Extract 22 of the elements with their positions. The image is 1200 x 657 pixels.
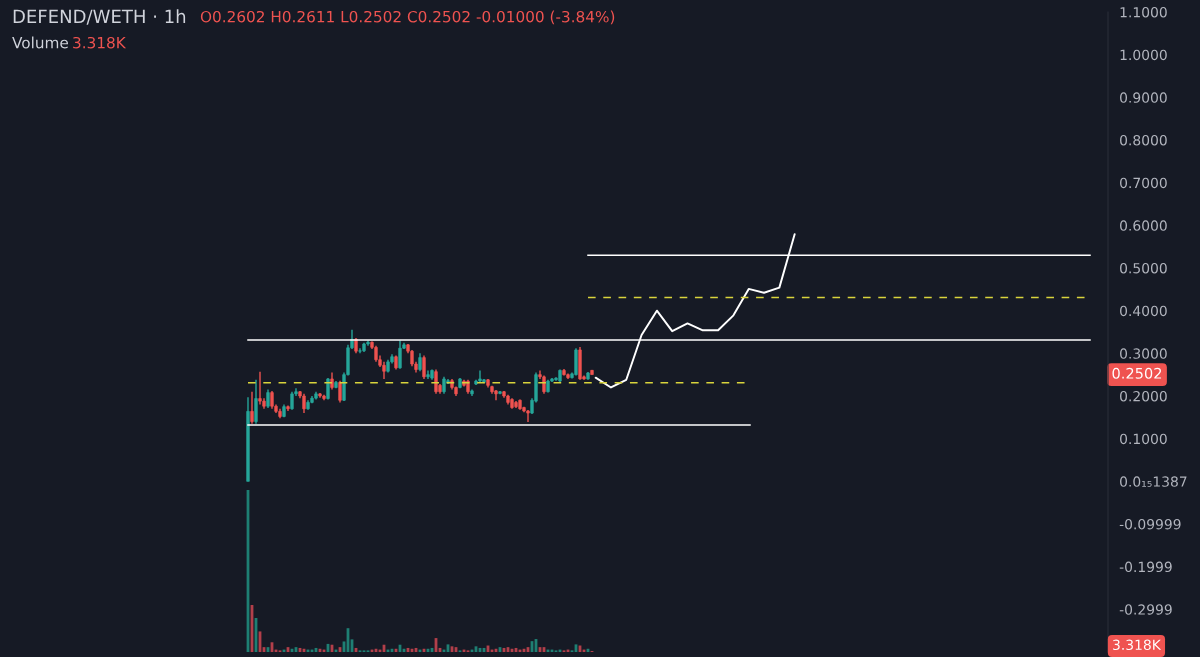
y-tick-label: -0.2999 xyxy=(1119,604,1172,615)
y-tick-label: 0.2000 xyxy=(1120,390,1167,402)
annotation: O0.2602 H0.2611 L0.2502 C0.2502 -0.01000 (-3.84%) xyxy=(200,10,615,25)
y-tick-label: 0.0₁₅1387 xyxy=(1120,476,1187,487)
text: DEFEND/WETH · 1h xyxy=(13,9,186,25)
text: 0.2502 xyxy=(1112,367,1162,379)
y-tick-label: 0.8000 xyxy=(1120,134,1167,146)
y-tick-label: 0.3000 xyxy=(1120,348,1167,359)
y-tick-label: 0.6000 xyxy=(1120,220,1167,231)
y-tick-label: 0.1000 xyxy=(1120,433,1167,445)
y-tick-label: 0.9000 xyxy=(1120,92,1167,103)
text: 3.318K xyxy=(73,36,127,49)
y-tick-label: 1.0000 xyxy=(1120,49,1167,61)
y-tick-label: 0.4000 xyxy=(1120,305,1167,317)
candlestick xyxy=(358,347,362,355)
y-tick-label: -0.09999 xyxy=(1119,518,1181,530)
y-tick-label: 0.5000 xyxy=(1120,262,1167,274)
text: 3.318K xyxy=(1113,639,1162,651)
y-tick-label: -0.1999 xyxy=(1119,561,1172,573)
y-tick-label: 1.1000 xyxy=(1120,6,1167,18)
text: Volume xyxy=(12,36,69,49)
y-tick-label: 0.7000 xyxy=(1120,177,1167,189)
